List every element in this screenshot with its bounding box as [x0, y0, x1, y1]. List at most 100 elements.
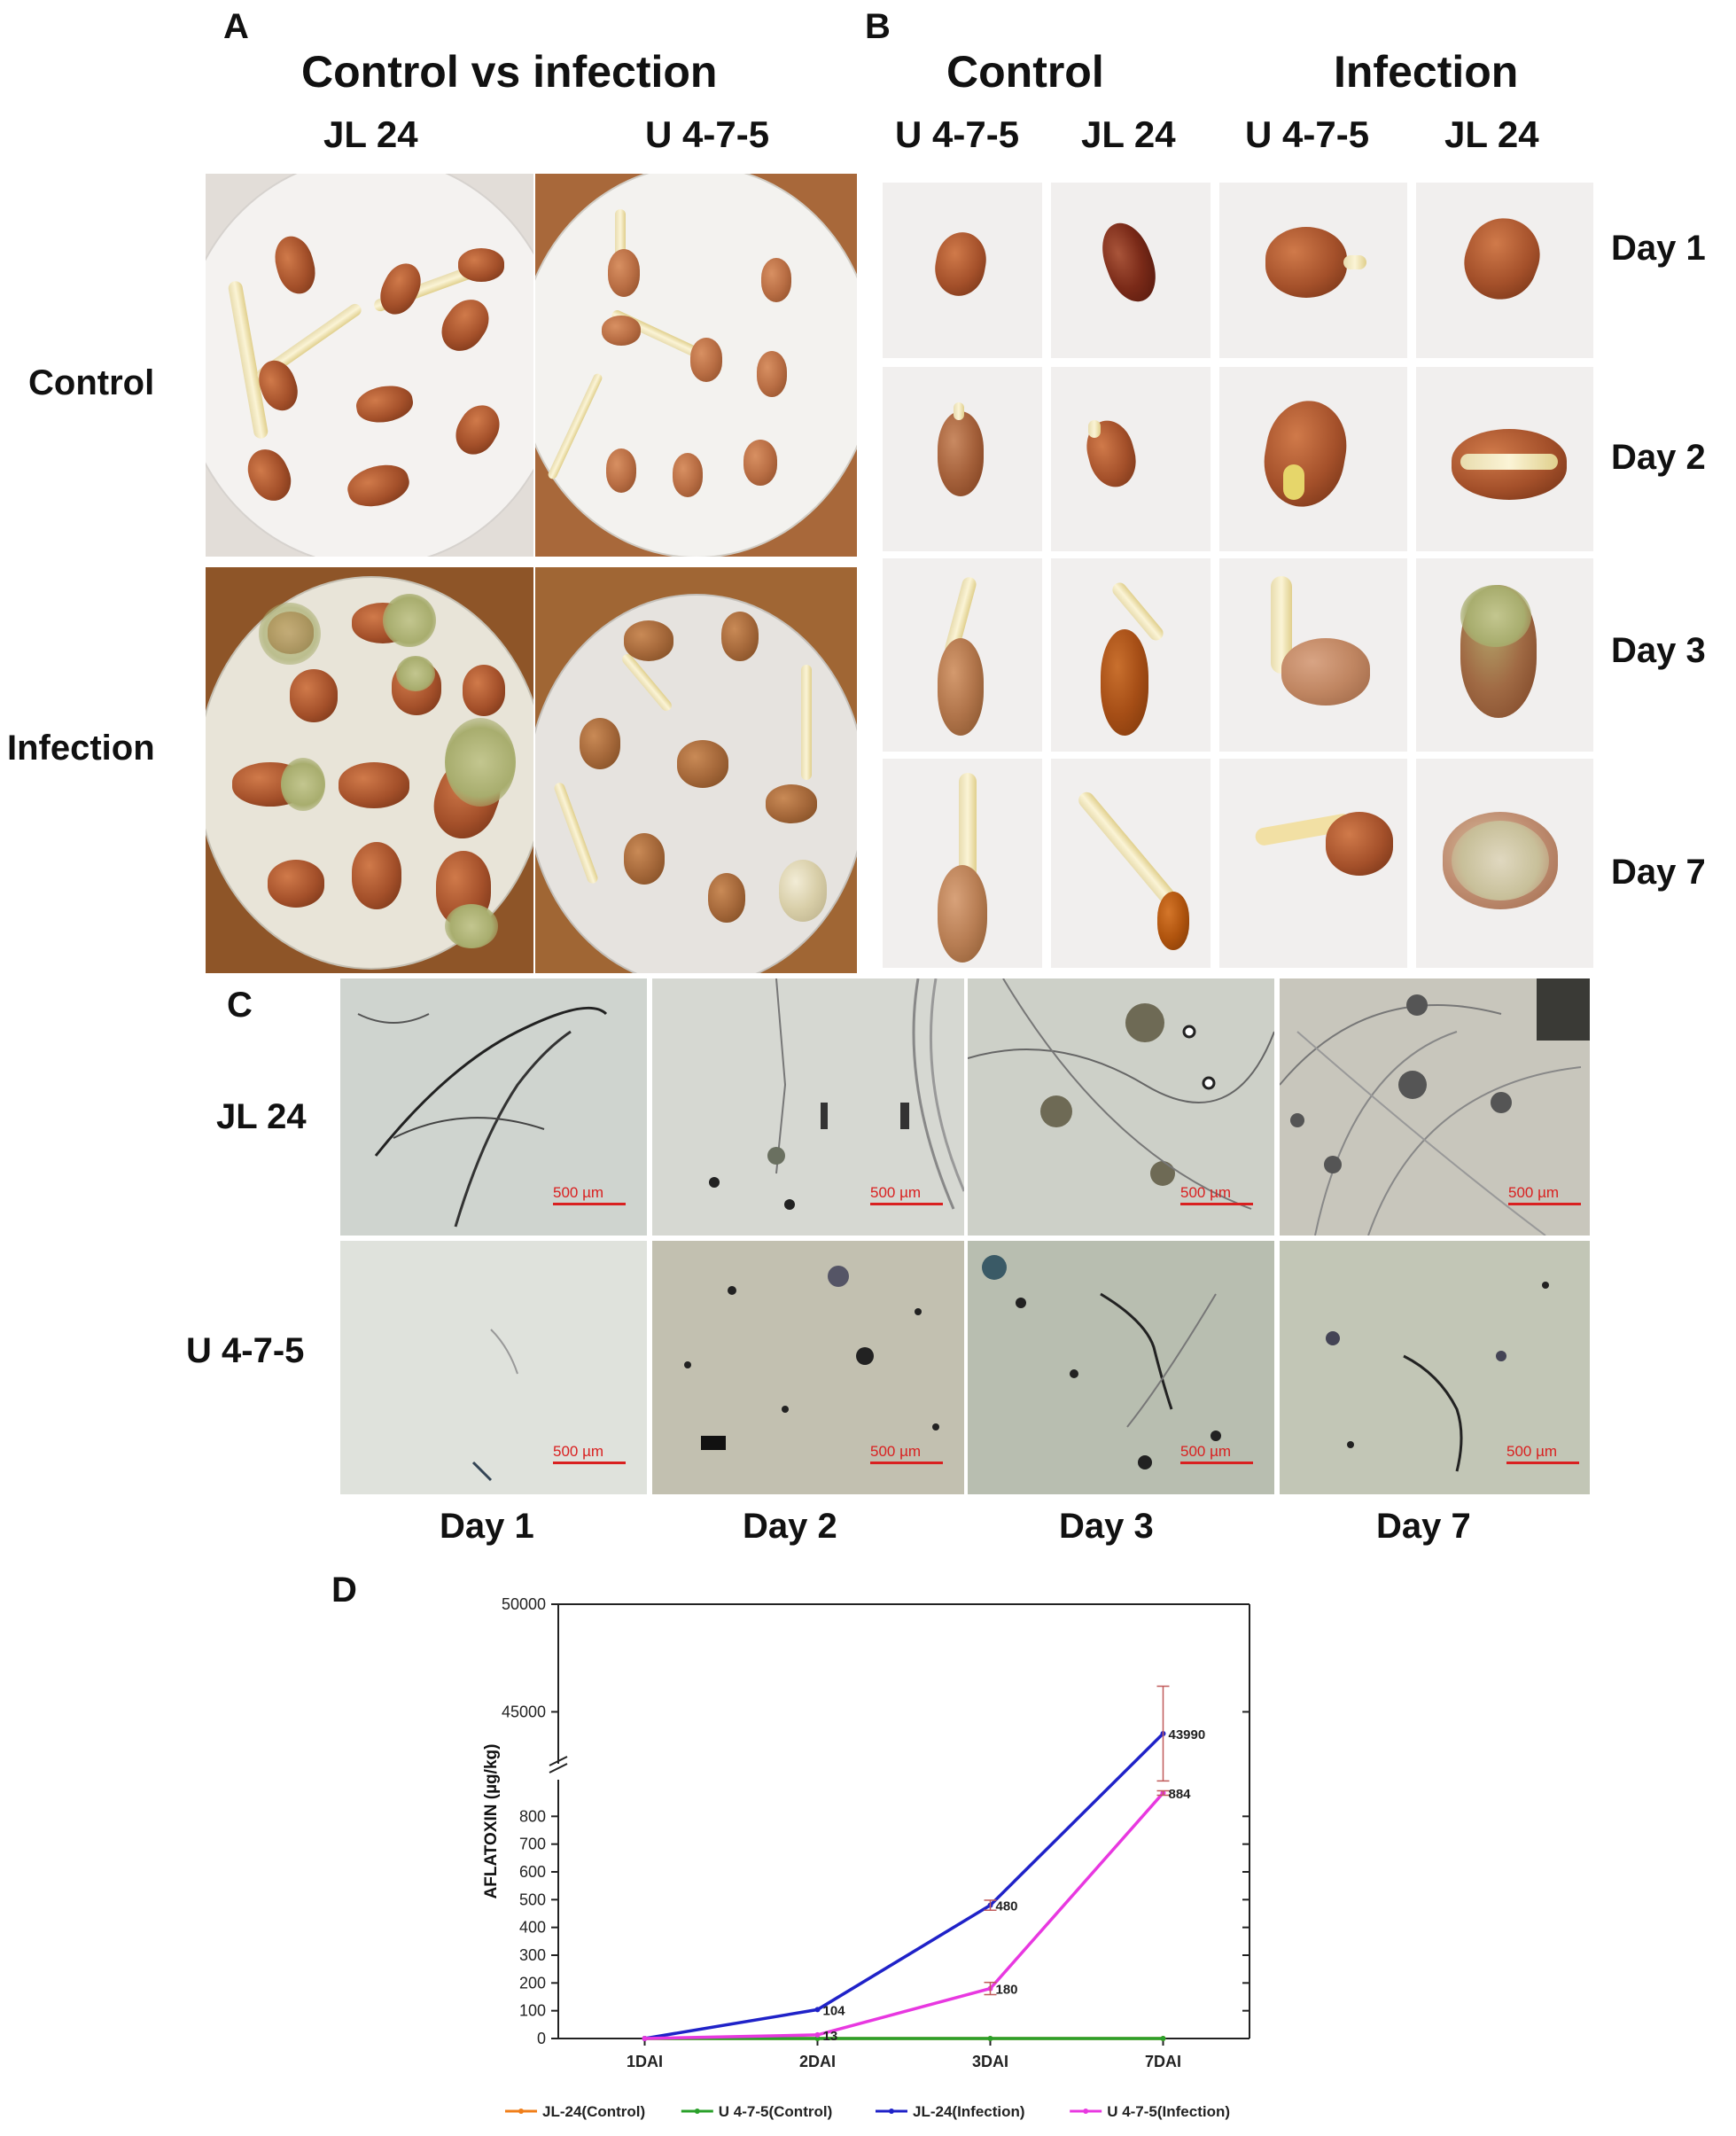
panel-a-col-u475: U 4-7-5: [645, 113, 770, 155]
panel-b-tile: [1051, 367, 1211, 551]
legend-label: JL-24(Control): [542, 2103, 645, 2120]
panel-b-tile: [1416, 183, 1593, 358]
panel-c-micro-jl24-day3: 500 µm: [968, 978, 1274, 1236]
panel-c-col-day3: Day 3: [1059, 1507, 1154, 1546]
legend-label: U 4-7-5(Control): [719, 2103, 832, 2120]
panel-b-tile: [1219, 367, 1407, 551]
data-point: [1160, 2036, 1166, 2041]
panel-c-micro-u475-day3: 500 µm: [968, 1241, 1274, 1494]
panel-b-col-2: JL 24: [1081, 113, 1176, 155]
scale-bar-label: 500 µm: [1508, 1184, 1560, 1201]
panel-c-micro-u475-day7: 500 µm: [1280, 1241, 1590, 1494]
panel-b-row-day2: Day 2: [1611, 438, 1706, 477]
data-label: 43990: [1169, 1727, 1206, 1742]
axis-break-mark: [549, 1756, 568, 1766]
panel-b-tile: [883, 558, 1042, 752]
panel-c-col-day2: Day 2: [743, 1507, 837, 1546]
panel-c-micro-jl24-day1: 500 µm: [340, 978, 647, 1236]
panel-c-col-day1: Day 1: [440, 1507, 534, 1546]
panel-b-col-1: U 4-7-5: [895, 113, 1020, 155]
panel-b-row-day7: Day 7: [1611, 853, 1706, 892]
panel-d-letter: D: [331, 1571, 357, 1610]
legend-label: JL-24(Infection): [913, 2103, 1025, 2120]
panel-a-row-control: Control: [28, 363, 155, 402]
legend-label: U 4-7-5(Infection): [1107, 2103, 1230, 2120]
aflatoxin-chart: 0 100 200 300 400 500 600 700 800 45000 50000 1DAI 2…: [482, 1595, 1250, 2120]
y-tick-label: 0: [537, 2030, 546, 2047]
panel-a-photo-control-jl24: [206, 174, 533, 557]
scale-bar-label: 500 µm: [553, 1443, 604, 1460]
scale-bar-label: 500 µm: [1506, 1443, 1558, 1460]
panel-b-group-infection: Infection: [1334, 47, 1519, 97]
y-tick-label: 45000: [502, 1703, 546, 1720]
y-tick-label: 400: [519, 1919, 546, 1937]
panel-a-photo-control-u475: [535, 174, 857, 557]
panel-b-row-day1: Day 1: [1611, 229, 1706, 268]
y-tick-label: 800: [519, 1807, 546, 1825]
panel-b-row-day3: Day 3: [1611, 631, 1706, 670]
data-point: [814, 2007, 821, 2013]
panel-a-col-jl24: JL 24: [323, 113, 418, 155]
x-tick-label: 7DAI: [1145, 2053, 1181, 2070]
legend-marker: [1083, 2109, 1089, 2114]
panel-b-tile: [883, 367, 1042, 551]
panel-b-tile: [1219, 759, 1407, 968]
panel-b-group-control: Control: [946, 47, 1104, 97]
panel-c-micro-jl24-day2: 500 µm: [652, 978, 964, 1236]
panel-b-tile: [883, 759, 1042, 968]
legend-marker: [518, 2109, 524, 2114]
legend-marker: [694, 2109, 700, 2114]
panel-c-col-day7: Day 7: [1376, 1507, 1471, 1546]
panel-b-col-4: JL 24: [1444, 113, 1539, 155]
panel-c-letter: C: [227, 986, 253, 1025]
panel-b-tile: [1051, 558, 1211, 752]
panel-b-tile: [883, 183, 1042, 358]
x-tick-label: 2DAI: [799, 2053, 836, 2070]
scale-bar-label: 500 µm: [870, 1184, 922, 1201]
panel-a-letter: A: [223, 7, 249, 46]
scale-bar-label: 500 µm: [870, 1443, 922, 1460]
panel-c-row-u475: U 4-7-5: [186, 1331, 305, 1370]
y-tick-label: 50000: [502, 1595, 546, 1613]
panel-a-photo-infection-jl24: [206, 567, 533, 973]
data-point: [814, 2031, 821, 2038]
y-tick-label: 200: [519, 1974, 546, 1992]
y-tick-label: 100: [519, 2002, 546, 2020]
data-label: 180: [996, 1983, 1018, 1998]
panel-c-micro-u475-day1: 500 µm: [340, 1241, 647, 1494]
panel-c-micro-jl24-day7: 500 µm: [1280, 978, 1590, 1236]
series-line-3: [644, 1791, 1164, 2040]
data-point: [642, 2036, 648, 2041]
series-line-2: [644, 1732, 1164, 2040]
panel-b-letter: B: [865, 7, 891, 46]
scale-bar-label: 500 µm: [1180, 1184, 1232, 1201]
data-label: 13: [823, 2029, 838, 2044]
panel-b-col-3: U 4-7-5: [1245, 113, 1370, 155]
legend-marker: [889, 2109, 894, 2114]
scale-bar-label: 500 µm: [553, 1184, 604, 1201]
axis-break-mark: [549, 1763, 568, 1774]
panel-a-title: Control vs infection: [301, 47, 718, 97]
scale-bar-label: 500 µm: [1180, 1443, 1232, 1460]
panel-a-photo-infection-u475: [535, 567, 857, 973]
y-tick-label: 500: [519, 1890, 546, 1908]
y-tick-label: 600: [519, 1863, 546, 1881]
x-tick-label: 1DAI: [627, 2053, 663, 2070]
panel-b-tile: [1219, 558, 1407, 752]
panel-b-tile: [1416, 367, 1593, 551]
x-tick-label: 3DAI: [972, 2053, 1008, 2070]
data-point: [987, 2036, 993, 2041]
data-label: 480: [996, 1899, 1018, 1914]
panel-b-tile: [1051, 759, 1211, 968]
y-tick-label: 300: [519, 1946, 546, 1964]
panel-c-row-jl24: JL 24: [216, 1097, 307, 1136]
panel-b-tile: [1416, 759, 1593, 968]
y-axis-label: AFLATOXIN (µg/kg): [482, 1744, 501, 1899]
data-label: 104: [823, 2003, 846, 2018]
y-tick-label: 700: [519, 1836, 546, 1853]
panel-b-tile: [1416, 558, 1593, 752]
panel-b-tile: [1051, 183, 1211, 358]
panel-a-row-infection: Infection: [7, 729, 155, 768]
panel-c-micro-u475-day2: 500 µm: [652, 1241, 964, 1494]
panel-b-tile: [1219, 183, 1407, 358]
